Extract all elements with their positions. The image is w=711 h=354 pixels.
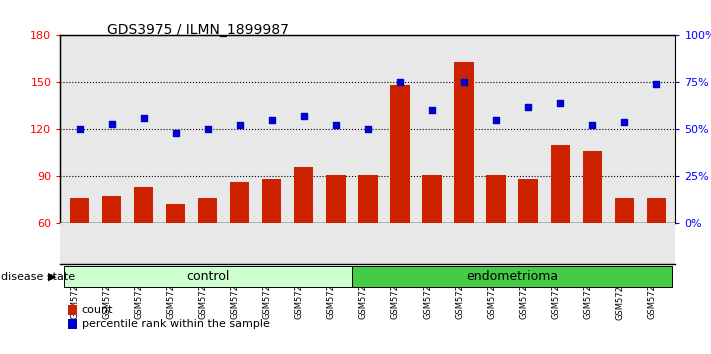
Bar: [422, 175, 442, 223]
Point: [619, 119, 630, 125]
Bar: [166, 204, 186, 223]
Bar: [262, 179, 282, 223]
Point: [266, 117, 277, 123]
Point: [395, 79, 406, 85]
Bar: [134, 187, 154, 223]
Text: count: count: [82, 305, 113, 315]
Bar: [102, 196, 122, 223]
Bar: [358, 175, 378, 223]
Bar: [70, 198, 90, 223]
Point: [74, 126, 85, 132]
Text: percentile rank within the sample: percentile rank within the sample: [82, 319, 269, 329]
Point: [106, 121, 117, 126]
Point: [427, 108, 438, 113]
Text: control: control: [186, 270, 230, 283]
Bar: [326, 175, 346, 223]
Bar: [294, 167, 314, 223]
Bar: [352, 266, 672, 287]
Point: [298, 113, 309, 119]
Bar: [390, 85, 410, 223]
Point: [330, 122, 341, 128]
Point: [491, 117, 502, 123]
Point: [523, 104, 534, 109]
Bar: [454, 62, 474, 223]
Point: [651, 81, 662, 87]
Bar: [614, 198, 634, 223]
Bar: [518, 179, 538, 223]
Point: [555, 100, 566, 106]
Bar: [230, 182, 250, 223]
Point: [234, 122, 245, 128]
Bar: [550, 145, 570, 223]
Text: ▶: ▶: [48, 272, 56, 282]
Text: GDS3975 / ILMN_1899987: GDS3975 / ILMN_1899987: [107, 23, 289, 37]
Point: [170, 130, 181, 136]
Bar: [64, 266, 352, 287]
Text: endometrioma: endometrioma: [466, 270, 558, 283]
Bar: [646, 198, 665, 223]
Bar: [486, 175, 506, 223]
Point: [138, 115, 149, 121]
Bar: [582, 151, 602, 223]
Point: [362, 126, 373, 132]
Point: [459, 79, 470, 85]
Bar: [198, 198, 218, 223]
Text: disease state: disease state: [1, 272, 75, 282]
Point: [587, 122, 598, 128]
Point: [202, 126, 213, 132]
